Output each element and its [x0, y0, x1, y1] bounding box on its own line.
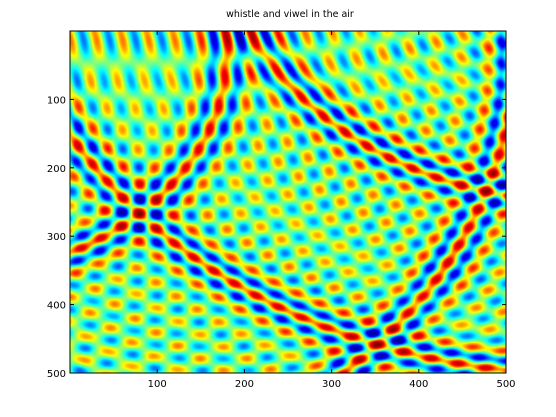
y-tick-label: 500	[47, 369, 66, 380]
x-tick-label: 300	[322, 379, 341, 390]
x-tick-label: 400	[409, 379, 428, 390]
x-tick-label: 200	[235, 379, 254, 390]
heatmap-image	[70, 31, 506, 373]
plot-area	[69, 30, 507, 374]
y-tick-label: 200	[47, 164, 66, 175]
y-tick-label: 100	[47, 95, 66, 106]
x-tick-label: 500	[496, 379, 515, 390]
axes-frame	[69, 30, 507, 374]
x-axis: 100 200 300 400 500	[148, 31, 516, 390]
y-tick-label: 300	[47, 232, 66, 243]
y-axis: 100 200 300 400 500	[47, 95, 506, 380]
y-tick-label: 400	[47, 301, 66, 312]
x-tick-label: 100	[148, 379, 167, 390]
chart-title: whistle and viwel in the air	[226, 9, 354, 20]
